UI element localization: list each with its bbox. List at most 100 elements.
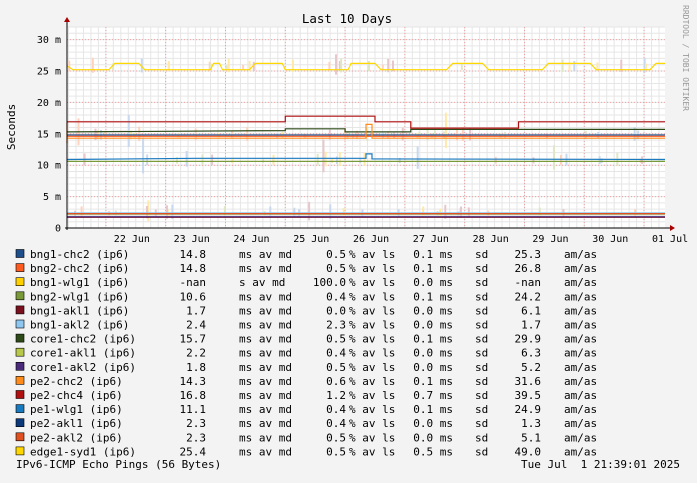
- legend-am-unit: am/as: [564, 248, 597, 261]
- legend-loss: 1.2: [326, 389, 346, 402]
- legend-loss-unit: % av ls: [349, 290, 395, 303]
- legend-sd: 0.0 ms: [413, 319, 453, 332]
- legend-avg: 15.7: [180, 333, 207, 346]
- legend-loss-unit: % av ls: [349, 347, 395, 360]
- legend-loss: 0.5: [326, 262, 346, 275]
- legend-loss: 0.5: [326, 361, 346, 374]
- legend-avg-unit: ms av md: [239, 389, 292, 402]
- x-tick-label: 28 Jun: [473, 234, 509, 245]
- legend-loss: 0.4: [326, 417, 346, 430]
- legend-avg: 2.2: [186, 347, 206, 360]
- legend-sd: 0.0 ms: [413, 431, 453, 444]
- legend-name: bng1-akl2 (ip6): [30, 319, 129, 332]
- legend-am-unit: am/as: [564, 403, 597, 416]
- legend-sd: 0.5 ms: [413, 445, 453, 458]
- legend-loss-unit: % av ls: [349, 389, 395, 402]
- legend-loss: 0.4: [326, 290, 346, 303]
- legend-am: 39.5: [515, 389, 542, 402]
- legend-swatch: [15, 291, 25, 301]
- legend-am-unit: am/as: [564, 445, 597, 458]
- x-tick-label: 25 Jun: [293, 234, 329, 245]
- legend-name: bng1-akl1 (ip6): [30, 304, 129, 317]
- legend-sd-unit: sd: [475, 445, 488, 458]
- legend-name: core1-akl2 (ip6): [30, 361, 136, 374]
- series-line-11: [66, 153, 666, 161]
- legend-avg-unit: ms av md: [239, 319, 292, 332]
- legend-loss: 100.0: [313, 276, 346, 289]
- legend-name: core1-chc2 (ip6): [30, 333, 136, 346]
- legend-sd-unit: sd: [475, 304, 488, 317]
- legend-am-unit: am/as: [564, 417, 597, 430]
- legend-name: bng2-wlg1 (ip6): [30, 290, 129, 303]
- legend-sd-unit: sd: [475, 389, 488, 402]
- legend-am-unit: am/as: [564, 262, 597, 275]
- legend-am: 6.1: [521, 304, 541, 317]
- legend-loss: 2.3: [326, 319, 346, 332]
- series-line-10: [67, 115, 665, 129]
- legend-am-unit: am/as: [564, 333, 597, 346]
- legend-am: 26.8: [515, 262, 542, 275]
- y-tick-label: 30 m: [37, 35, 61, 46]
- legend-name: pe2-akl1 (ip6): [30, 417, 123, 430]
- chart-title: Last 10 Days: [302, 11, 392, 26]
- y-tick-label: 10 m: [37, 161, 61, 172]
- axes: 0 5 m 10 m 15 m 20 m 25 m 30 m 22 Jun 23 Jun 24 J…: [37, 17, 688, 245]
- series-line-9: [67, 123, 665, 139]
- legend-loss-unit: % av ls: [349, 319, 395, 332]
- legend-sd-unit: sd: [475, 375, 488, 388]
- footer-timestamp: Tue Jul 1 21:39:01 2025: [521, 458, 680, 471]
- y-axis-label: Seconds: [5, 104, 18, 150]
- legend-loss-unit: % av ls: [349, 248, 395, 261]
- legend-sd: 0.0 ms: [413, 304, 453, 317]
- legend-avg: 14.8: [180, 248, 207, 261]
- legend-sd-unit: sd: [475, 403, 488, 416]
- legend-am-unit: am/as: [564, 375, 597, 388]
- legend-avg-unit: ms av md: [239, 417, 292, 430]
- legend-am: 5.1: [521, 431, 541, 444]
- legend-name: pe2-chc2 (ip6): [30, 375, 123, 388]
- legend-loss-unit: % av ls: [349, 403, 395, 416]
- legend-am: 24.2: [515, 290, 542, 303]
- legend-sd-unit: sd: [475, 276, 488, 289]
- legend-am: 24.9: [515, 403, 542, 416]
- legend-name: bng1-wlg1 (ip6): [30, 276, 129, 289]
- legend-loss: 0.5: [326, 445, 346, 458]
- x-tick-label: 27 Jun: [413, 234, 449, 245]
- legend-avg-unit: ms av md: [239, 403, 292, 416]
- legend-sd-unit: sd: [475, 290, 488, 303]
- legend-sd: 0.1 ms: [413, 333, 453, 346]
- legend-sd: 0.1 ms: [413, 290, 453, 303]
- y-tick-label: 20 m: [37, 98, 61, 109]
- legend: bng1-chc2 (ip6) 14.8 ms av md 0.5% av ls 0.1…: [15, 248, 597, 458]
- legend-loss-unit: % av ls: [349, 431, 395, 444]
- legend-loss: 0.5: [326, 431, 346, 444]
- legend-sd: 0.1 ms: [413, 403, 453, 416]
- series-line-14: [66, 62, 665, 71]
- legend-avg-unit: ms av md: [239, 290, 292, 303]
- legend-swatch: [15, 319, 25, 329]
- legend-sd: 0.0 ms: [413, 361, 453, 374]
- y-axis-arrow: [64, 17, 70, 22]
- legend-name: pe1-wlg1 (ip6): [30, 403, 123, 416]
- legend-swatch: [15, 361, 25, 371]
- legend-sd: 0.1 ms: [413, 262, 453, 275]
- legend-sd: 0.0 ms: [413, 276, 453, 289]
- legend-avg-unit: ms av md: [239, 262, 292, 275]
- legend-swatch: [15, 249, 25, 258]
- legend-swatch: [15, 404, 25, 413]
- legend-swatch: [15, 277, 25, 287]
- series-line-6: [66, 128, 665, 133]
- x-tick-label: 30 Jun: [592, 234, 628, 245]
- x-tick-label: 23 Jun: [174, 234, 210, 245]
- x-tick-label: 24 Jun: [233, 234, 269, 245]
- legend-loss: 0.4: [326, 347, 346, 360]
- legend-sd-unit: sd: [475, 361, 488, 374]
- rrdtool-watermark: RRDTOOL / TOBI OETIKER: [681, 5, 690, 111]
- legend-loss-unit: % av ls: [349, 304, 395, 317]
- x-axis-arrow: [670, 225, 675, 231]
- legend-am-unit: am/as: [564, 319, 597, 332]
- legend-name: pe2-chc4 (ip6): [30, 389, 123, 402]
- legend-avg: 11.1: [180, 403, 207, 416]
- legend-loss-unit: % av ls: [349, 262, 395, 275]
